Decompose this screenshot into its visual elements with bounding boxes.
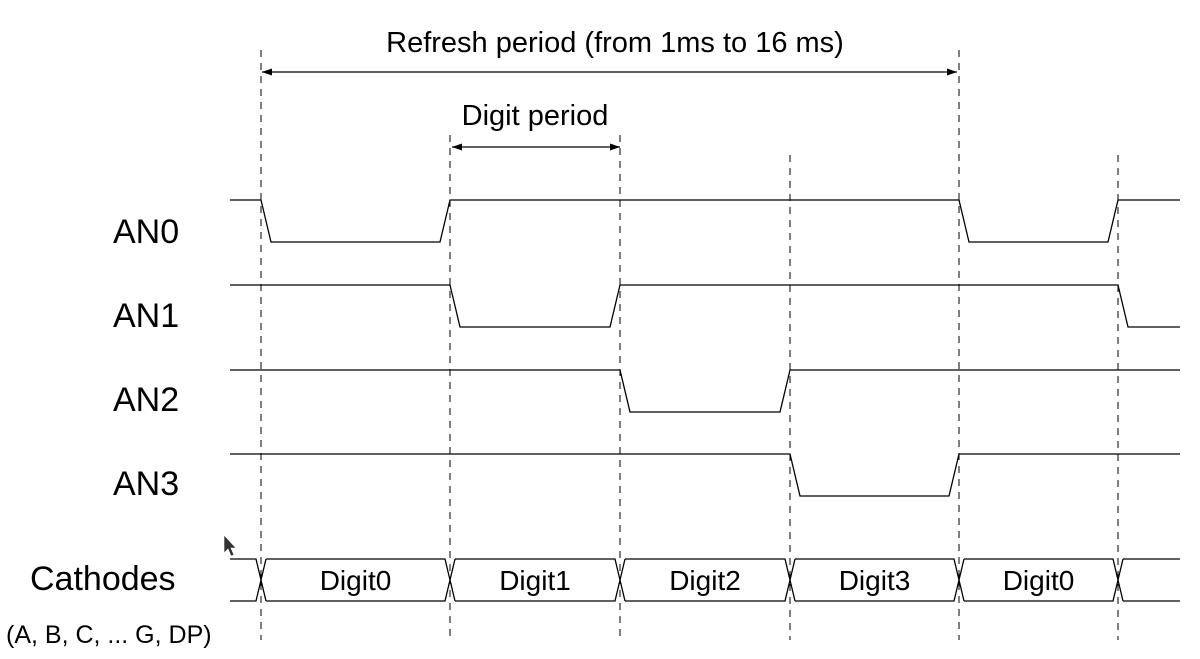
mouse-cursor-icon — [223, 534, 237, 557]
anode-waveforms — [230, 199, 1180, 497]
cathode-digit-label: Digit0 — [1003, 565, 1075, 596]
bus-bottom-edge — [230, 558, 1180, 602]
signal-label-an2: AN2 — [113, 381, 179, 419]
digit-period-annotation: Digit period — [452, 100, 620, 151]
waveform-an3 — [230, 453, 1180, 497]
signal-label-an1: AN1 — [113, 297, 179, 335]
signal-label-an3: AN3 — [113, 465, 179, 503]
refresh-period-annotation: Refresh period (from 1ms to 16 ms) — [262, 27, 957, 76]
bus-top-edge — [230, 558, 1180, 602]
cathode-digit-label: Digit2 — [669, 565, 741, 596]
digit-period-label: Digit period — [462, 100, 609, 132]
timing-guides — [260, 50, 1119, 640]
refresh-period-label: Refresh period (from 1ms to 16 ms) — [386, 27, 844, 59]
cathodes-sublabel: (A, B, C, ... G, DP) — [6, 621, 212, 649]
waveform-an2 — [230, 369, 1180, 413]
cathodes-label: Cathodes — [30, 560, 176, 598]
cathode-digit-label: Digit3 — [839, 565, 911, 596]
cathode-digit-label: Digit1 — [499, 565, 571, 596]
signal-label-an0: AN0 — [113, 213, 179, 251]
waveform-an0 — [230, 199, 1180, 243]
cathode-digit-label: Digit0 — [320, 565, 392, 596]
cathodes-bus: Digit0 Digit1 Digit2 Digit3 Digit0 — [230, 558, 1180, 602]
waveform-an1 — [230, 284, 1180, 328]
